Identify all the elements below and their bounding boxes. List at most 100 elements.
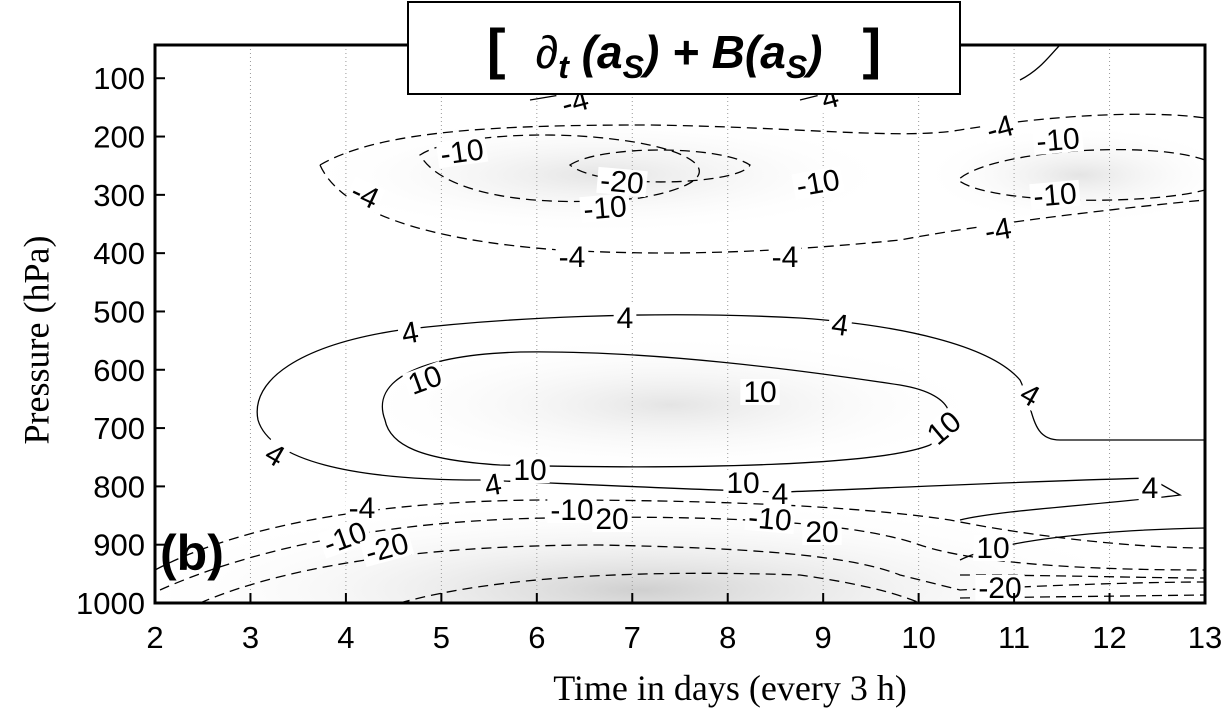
contour-label: 20 — [592, 503, 632, 536]
contour-label-text: -20 — [978, 572, 1021, 605]
contour-label-bg — [802, 519, 842, 545]
contour-label-text: -10 — [747, 501, 793, 538]
contour-label-bg — [592, 506, 632, 532]
contour-label: -4 — [345, 492, 379, 525]
title-part: S — [623, 49, 645, 85]
contour-label-bg — [975, 575, 1025, 601]
contour-label-text: 20 — [805, 516, 838, 549]
y-tick-label: 100 — [93, 61, 145, 96]
contour-label-text: -4 — [982, 212, 1014, 249]
contour-label-text: 4 — [399, 316, 421, 351]
x-tick-label: 10 — [901, 620, 935, 655]
contour-label: -10 — [744, 501, 796, 538]
chart-title: [∂t (aS) + B(aS)] — [487, 17, 881, 85]
contour-label-bg — [1029, 179, 1081, 211]
contour-label: 4 — [258, 437, 292, 474]
x-tick-label: 4 — [337, 620, 354, 655]
contour-label-bg — [920, 405, 968, 451]
contour-label-text: -4 — [559, 241, 586, 274]
contour-label: -10 — [1032, 122, 1084, 159]
contour-label-bg — [359, 529, 415, 567]
contour-label-bg — [402, 361, 448, 399]
y-tick-label: 800 — [93, 469, 145, 504]
contour-label-text: 4 — [829, 308, 850, 343]
title-box — [407, 1, 961, 95]
x-tick-label: 2 — [146, 620, 163, 655]
contour-label: 10 — [510, 454, 550, 487]
contour-label-text: 4 — [772, 478, 789, 511]
title-part: ∂ — [536, 26, 559, 78]
contour-label: 4 — [396, 316, 424, 351]
panel-label: (b) — [160, 525, 224, 581]
contour-label-bg — [768, 244, 802, 270]
contour-labels: -4 4-4-10 -10-4 -20-10-10 -10-4 -4-44 4 410 10 44… — [258, 80, 1162, 605]
contour-label-bg — [396, 318, 424, 348]
contour-label: 10 — [723, 467, 763, 500]
contour-label-text: -10 — [1032, 177, 1078, 214]
contour-label: -10 — [435, 133, 489, 172]
x-tick-label: 8 — [719, 620, 736, 655]
contour-label-text: 10 — [513, 454, 546, 487]
contour-label: -10 — [547, 494, 597, 527]
x-tick-label: 9 — [815, 620, 832, 655]
contour-label-bg — [596, 166, 648, 198]
contour-label-text: 4 — [482, 468, 504, 503]
contour-label-bg — [317, 517, 373, 559]
contour-label: 10 — [740, 376, 780, 409]
contour-label-bg — [791, 165, 845, 201]
contour-label: -10 — [791, 163, 845, 204]
contour-label-bg — [258, 438, 292, 472]
contour-label-bg — [345, 495, 379, 521]
y-tick-label: 200 — [93, 120, 145, 155]
x-axis-label: Time in days (every 3 h) — [553, 668, 907, 708]
contour-label-text: 10 — [743, 376, 776, 409]
y-tick-label: 900 — [93, 528, 145, 563]
contour-label-bg — [613, 305, 637, 331]
contour-label-bg — [479, 470, 507, 500]
x-tick-label: 5 — [433, 620, 450, 655]
contour-label-bg — [555, 244, 589, 270]
contour-label-text: -4 — [772, 241, 799, 274]
contour-label: -4 — [555, 241, 589, 274]
y-tick-label: 600 — [93, 353, 145, 388]
contour-label-text: -10 — [1035, 122, 1081, 159]
contour-label: 4 — [1013, 377, 1047, 414]
contour-label-bg — [826, 310, 854, 340]
y-tick-label: 500 — [93, 294, 145, 329]
title-part: ) + B(a — [639, 26, 786, 78]
contour-label-text: -10 — [582, 190, 628, 227]
title-part: [ — [487, 17, 506, 80]
contour-label-text: -10 — [550, 494, 593, 527]
x-tick-label: 11 — [998, 620, 1030, 655]
contour-label: 4 — [613, 302, 637, 335]
contour-label-bg — [768, 481, 792, 507]
shading — [350, 335, 990, 475]
x-tick-label: 6 — [528, 620, 545, 655]
contour-label: -4 — [980, 109, 1020, 148]
y-tick-label: 1000 — [76, 586, 145, 621]
contour-label-bg — [547, 497, 597, 523]
contour-label-bg — [740, 379, 780, 405]
contour-label-bg — [723, 470, 763, 496]
contour-label-bg — [435, 135, 489, 169]
contour-label-bg — [510, 457, 550, 483]
x-tick-label: 12 — [1092, 620, 1126, 655]
contour-label: -4 — [768, 241, 802, 274]
contour-label-bg — [344, 176, 386, 214]
contour-label-text: -10 — [438, 133, 486, 172]
contour-label: -20 — [975, 572, 1025, 605]
contour-label-text: 20 — [595, 503, 628, 536]
contour-label-bg — [979, 214, 1017, 246]
x-tick-label: 13 — [1188, 620, 1222, 655]
contour-label: -10 — [1029, 177, 1081, 214]
contour-label: 20 — [802, 516, 842, 549]
contour-label-text: -10 — [794, 163, 842, 203]
contour-label-text: 10 — [976, 532, 1009, 565]
contour-label-bg — [579, 192, 631, 224]
contour-label-text: 4 — [617, 302, 634, 335]
title-part: (a — [569, 26, 623, 78]
contour-label-bg — [980, 111, 1020, 145]
contour-label-bg — [744, 503, 796, 535]
x-tick-label: 7 — [624, 620, 641, 655]
